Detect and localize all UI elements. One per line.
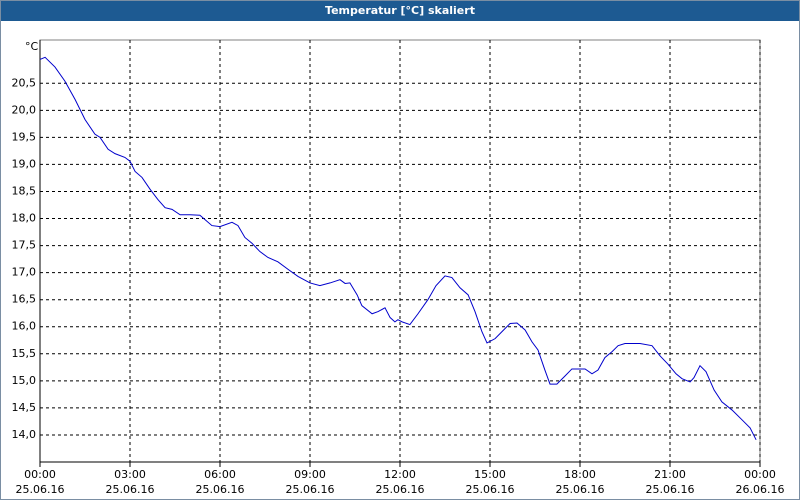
y-tick-label: 16,0 (12, 320, 37, 333)
x-tick-date: 25.06.16 (196, 483, 245, 496)
y-axis-unit: °C (25, 40, 39, 53)
x-tick-date: 25.06.16 (16, 483, 65, 496)
x-tick-date: 25.06.16 (106, 483, 155, 496)
y-tick-label: 19,0 (12, 157, 37, 170)
x-tick-date: 25.06.16 (286, 483, 335, 496)
y-tick-label: 19,5 (12, 130, 37, 143)
x-tick-label: 00:00 (744, 468, 776, 481)
y-tick-label: 20,0 (12, 103, 37, 116)
x-tick-label: 03:00 (114, 468, 146, 481)
y-tick-label: 18,0 (12, 212, 37, 225)
y-tick-label: 16,5 (12, 293, 37, 306)
y-tick-label: 17,0 (12, 266, 37, 279)
y-tick-label: 18,5 (12, 184, 37, 197)
y-tick-label: 17,5 (12, 239, 37, 252)
y-tick-label: 14,5 (12, 401, 37, 414)
data-line (39, 56, 757, 441)
x-tick-label: 06:00 (204, 468, 236, 481)
x-tick-label: 00:00 (24, 468, 56, 481)
x-tick-date: 25.06.16 (556, 483, 605, 496)
x-tick-date: 25.06.16 (376, 483, 425, 496)
y-tick-label: 15,0 (12, 374, 37, 387)
y-tick-label: 15,5 (12, 347, 37, 360)
title-bar: Temperatur [°C] skaliert (1, 1, 799, 21)
chart: °C 14,0 14,5 15,0 15,5 16,0 16,5 17,0 17,5 18,0 1… (12, 39, 785, 496)
x-tick-label: 09:00 (294, 468, 326, 481)
x-tick-label: 15:00 (474, 468, 506, 481)
x-tick-date: 25.06.16 (646, 483, 695, 496)
y-tick-label: 20,5 (12, 76, 37, 89)
x-tick-date: 25.06.16 (466, 483, 515, 496)
x-tick-date: 26.06.16 (736, 483, 785, 496)
x-tick-label: 12:00 (384, 468, 416, 481)
y-tick-label: 14,0 (12, 428, 37, 441)
x-tick-label: 21:00 (654, 468, 686, 481)
x-tick-label: 18:00 (564, 468, 596, 481)
